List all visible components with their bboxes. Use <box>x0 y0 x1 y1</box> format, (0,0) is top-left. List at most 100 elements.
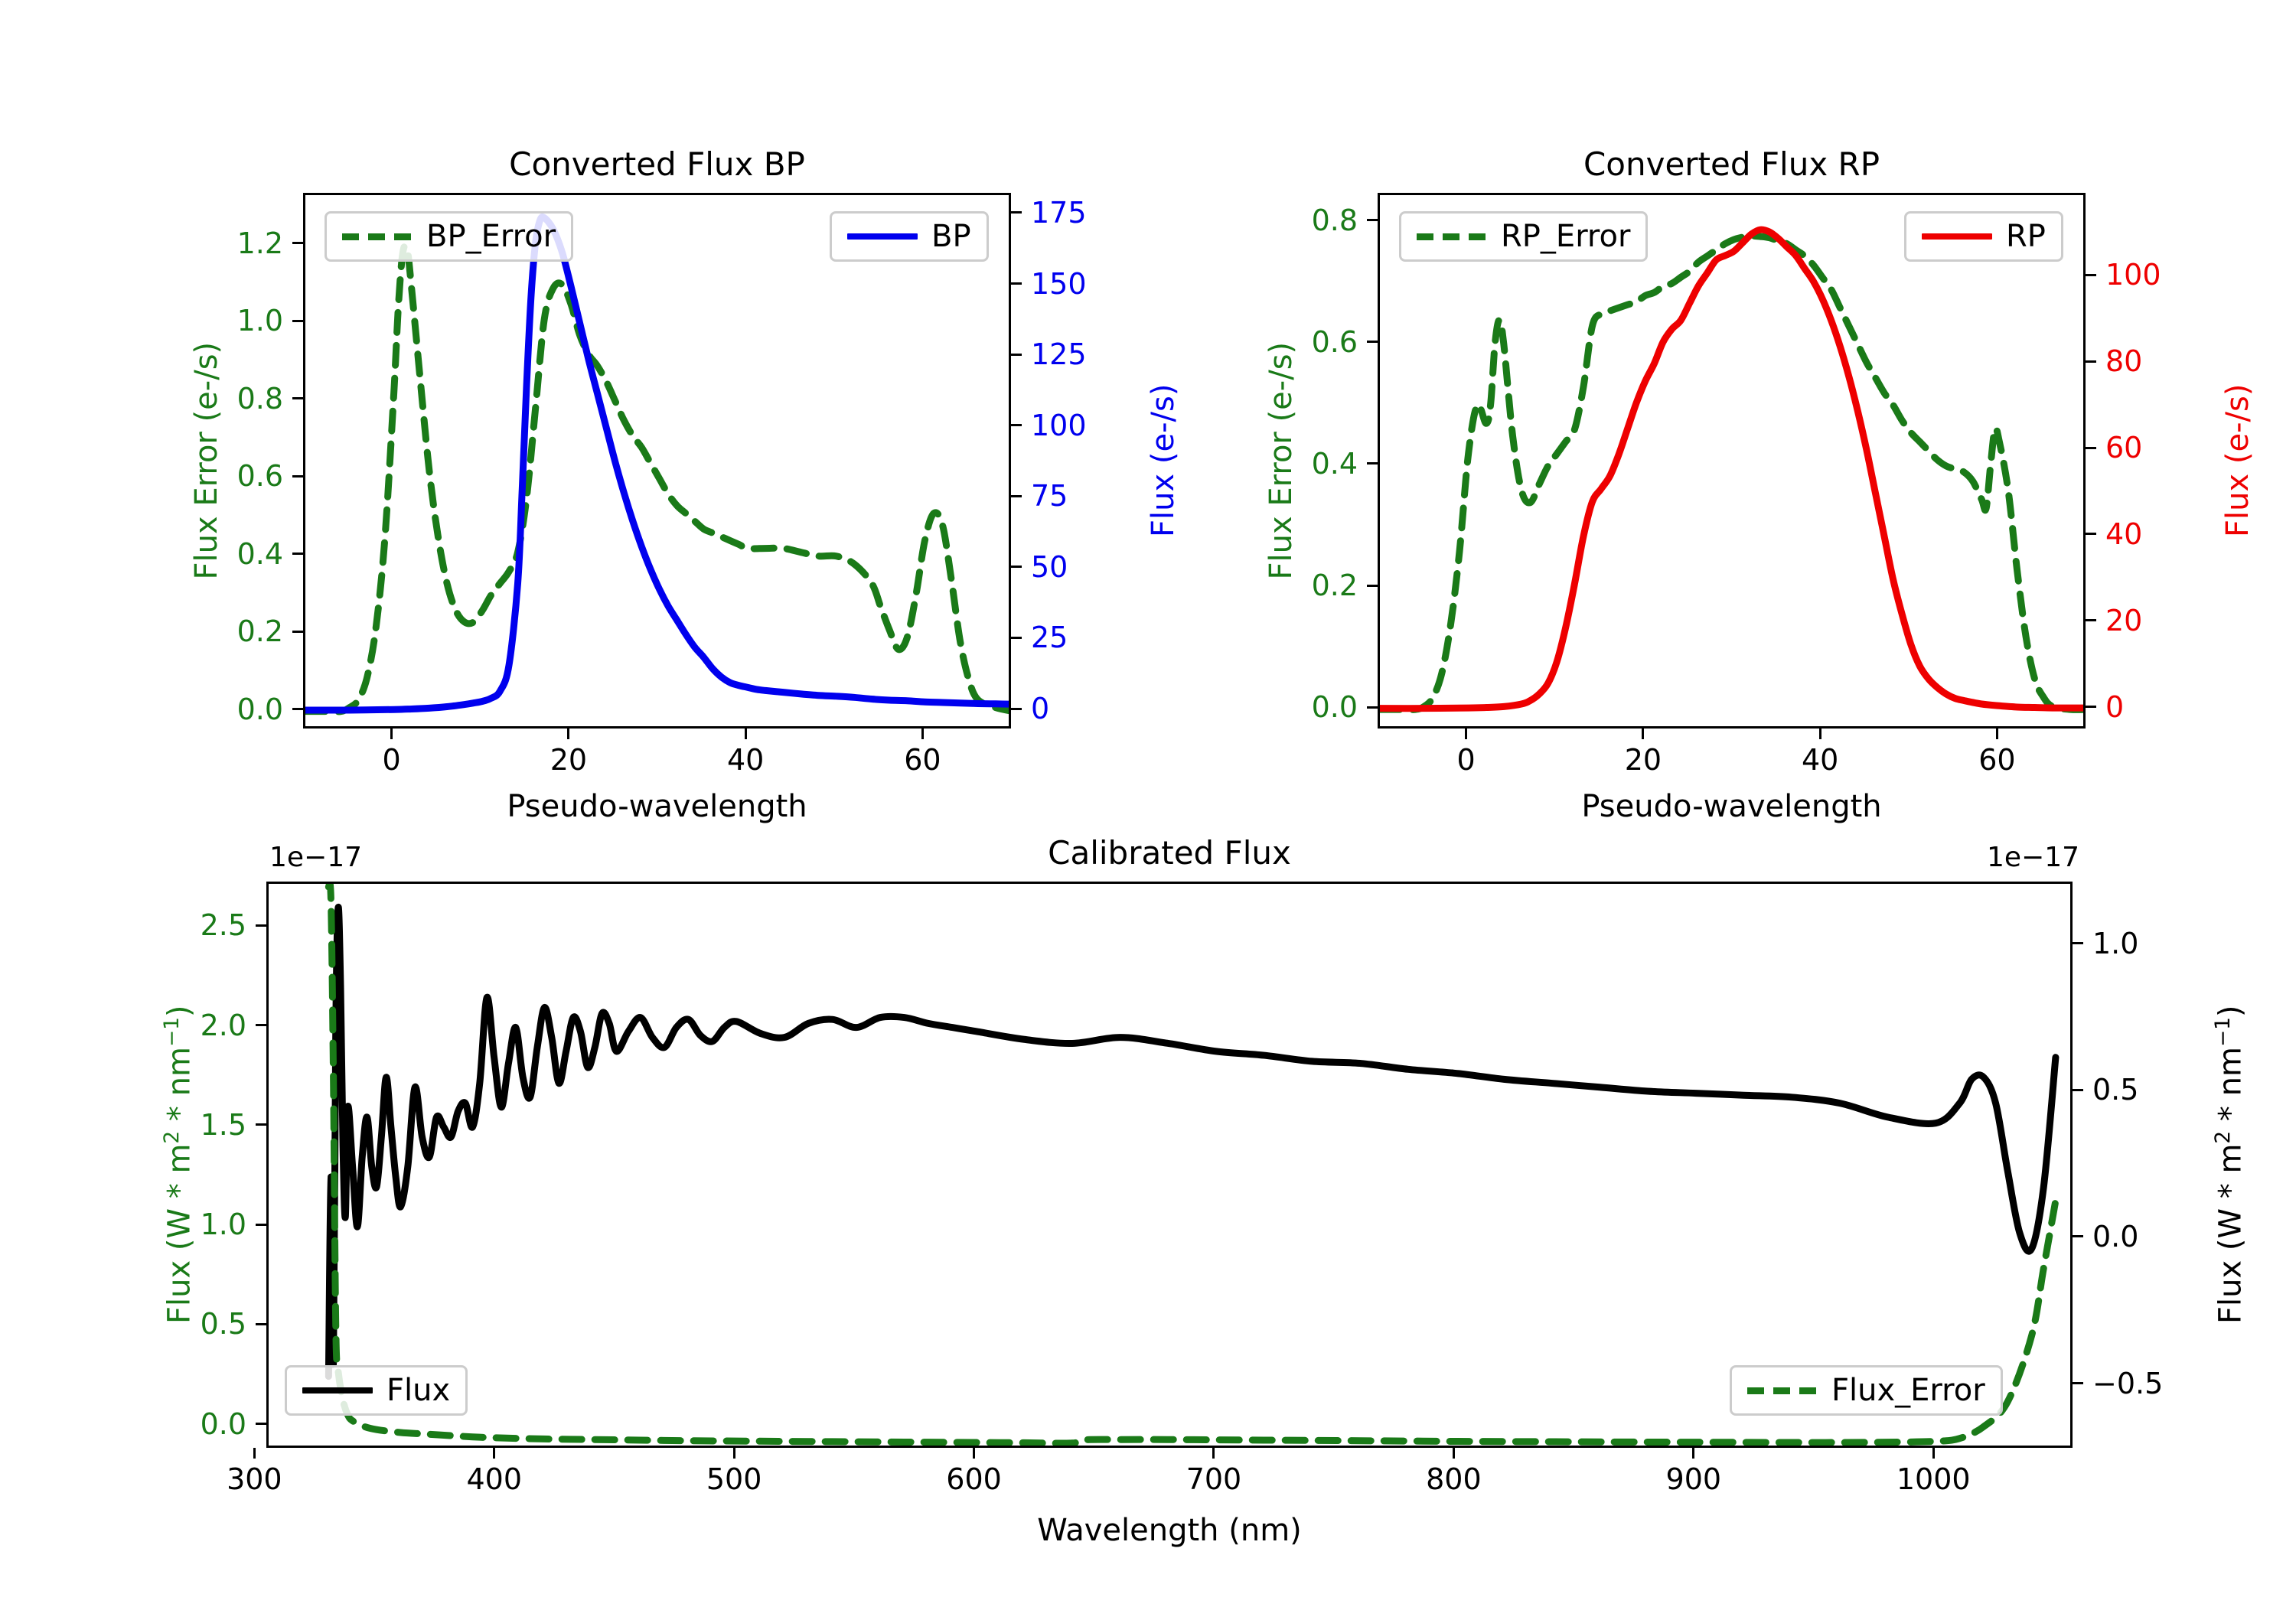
ticklabel-calibrated-left-0: 0.0 <box>200 1407 246 1441</box>
ticklabel-calibrated-left-3: 1.5 <box>200 1107 246 1142</box>
legend-swatch-rp <box>1922 233 1992 240</box>
ticklabel-rp-left-1: 0.2 <box>1311 569 1358 603</box>
legend-label-bp-error: BP_Error <box>426 219 556 254</box>
ticklabel-bp-left-4: 0.8 <box>236 381 283 416</box>
plot-area-rp <box>1380 226 2083 713</box>
ticklabel-bp-right-6: 150 <box>1031 266 1087 301</box>
ticklabel-rp-right-3: 60 <box>2105 431 2143 465</box>
ticklabel-bp-left-6: 1.2 <box>236 226 283 260</box>
ticklabel-calibrated-x-5: 800 <box>1426 1462 1482 1496</box>
yaxis-title-calibrated-right-sup2: −1 <box>2211 1017 2235 1048</box>
ticklabel-bp-left-1: 0.2 <box>236 614 283 649</box>
tick-bp-right-5 <box>1011 353 1022 356</box>
legend-calibrated-flux-error[interactable]: Flux_Error <box>1730 1365 2003 1416</box>
tick-bp-right-0 <box>1011 707 1022 710</box>
tick-calibrated-x-0 <box>253 1448 256 1459</box>
ticklabel-calibrated-right-1: 0.0 <box>2092 1219 2139 1253</box>
tick-rp-x-3 <box>1995 729 1998 739</box>
tick-calibrated-left-0 <box>256 1423 266 1426</box>
tick-bp-x-1 <box>567 729 570 739</box>
tick-calibrated-x-2 <box>732 1448 735 1459</box>
ticklabel-bp-right-3: 75 <box>1031 479 1068 513</box>
yaxis-title-calibrated-left-sup2: −1 <box>160 1017 184 1048</box>
ticklabel-calibrated-x-2: 500 <box>706 1462 762 1496</box>
legend-bp[interactable]: BP <box>830 211 989 262</box>
ticklabel-rp-left-0: 0.0 <box>1311 690 1358 725</box>
tick-calibrated-x-4 <box>1212 1448 1215 1459</box>
tick-bp-left-5 <box>292 319 303 322</box>
legend-label-rp: RP <box>2006 219 2046 254</box>
tick-bp-right-4 <box>1011 424 1022 427</box>
ticklabel-bp-x-3: 60 <box>904 743 941 777</box>
tick-rp-x-2 <box>1818 729 1821 739</box>
ticklabel-rp-x-2: 40 <box>1801 743 1839 777</box>
legend-rp[interactable]: RP <box>1904 211 2063 262</box>
legend-calibrated-flux[interactable]: Flux <box>285 1365 468 1416</box>
ticklabel-rp-right-1: 20 <box>2105 603 2143 637</box>
ticklabel-rp-x-0: 0 <box>1456 743 1476 777</box>
ticklabel-calibrated-right-2: 0.5 <box>2092 1073 2139 1107</box>
ticklabel-bp-x-2: 40 <box>726 743 765 777</box>
panel-title-bp: Converted Flux BP <box>509 145 805 183</box>
ticklabel-bp-right-7: 175 <box>1031 195 1087 230</box>
tick-rp-right-1 <box>2086 619 2096 622</box>
ticklabel-bp-left-0: 0.0 <box>236 692 283 726</box>
legend-rp-error[interactable]: RP_Error <box>1399 211 1649 262</box>
yaxis-title-calibrated-left-sup1: 2 <box>160 1130 184 1144</box>
tick-calibrated-left-2 <box>256 1223 266 1226</box>
legend-swatch-rp-error <box>1417 233 1487 240</box>
ticklabel-rp-left-4: 0.8 <box>1311 203 1358 237</box>
ticklabel-bp-right-1: 25 <box>1031 621 1068 655</box>
legend-swatch-bp <box>847 233 918 240</box>
tick-rp-right-5 <box>2086 273 2096 276</box>
tick-calibrated-left-5 <box>256 924 266 927</box>
tick-calibrated-right-1 <box>2073 1235 2083 1238</box>
ticklabel-rp-x-3: 60 <box>1978 743 2016 777</box>
yaxis-title-calibrated-left-pre: Flux (W * m <box>161 1143 197 1324</box>
series-bp <box>305 214 1009 714</box>
tick-rp-right-3 <box>2086 446 2096 449</box>
ticklabel-rp-left-2: 0.4 <box>1311 446 1358 481</box>
tick-bp-left-1 <box>292 630 303 633</box>
ticklabel-rp-x-1: 20 <box>1624 743 1662 777</box>
offset-calibrated-left: 1e−17 <box>269 842 363 873</box>
ticklabel-calibrated-left-1: 0.5 <box>200 1307 246 1341</box>
panel-title-rp: Converted Flux RP <box>1583 145 1880 183</box>
series-bp-error <box>305 242 1009 715</box>
tick-calibrated-left-4 <box>256 1024 266 1027</box>
ticklabel-calibrated-right-3: 1.0 <box>2092 926 2139 960</box>
tick-bp-right-6 <box>1011 282 1022 285</box>
tick-calibrated-right-2 <box>2073 1088 2083 1091</box>
legend-label-flux: Flux <box>386 1373 451 1408</box>
tick-bp-x-3 <box>921 729 924 739</box>
yaxis-title-calibrated-left-mid: * nm <box>161 1047 197 1131</box>
yaxis-title-calibrated-right-sup1: 2 <box>2211 1130 2235 1144</box>
ticklabel-calibrated-x-1: 400 <box>466 1462 522 1496</box>
tick-calibrated-right-3 <box>2073 942 2083 945</box>
ticklabel-calibrated-left-2: 1.0 <box>200 1208 246 1242</box>
axes-calibrated <box>266 882 2073 1448</box>
yaxis-title-calibrated-left: Flux (W * m2 * nm−1) <box>160 1005 197 1324</box>
tick-bp-left-4 <box>292 397 303 400</box>
yaxis-title-calibrated-left-post: ) <box>161 1005 197 1018</box>
tick-rp-x-1 <box>1642 729 1645 739</box>
ticklabel-rp-left-3: 0.6 <box>1311 324 1358 359</box>
tick-calibrated-right-0 <box>2073 1382 2083 1385</box>
tick-rp-left-0 <box>1367 706 1378 709</box>
tick-bp-x-0 <box>390 729 393 739</box>
ticklabel-calibrated-x-4: 700 <box>1186 1462 1242 1496</box>
ticklabel-calibrated-left-4: 2.0 <box>200 1008 246 1042</box>
tick-bp-right-1 <box>1011 636 1022 639</box>
ticklabel-calibrated-x-3: 600 <box>946 1462 1002 1496</box>
tick-rp-left-4 <box>1367 219 1378 222</box>
legend-swatch-flux <box>302 1387 373 1393</box>
tick-rp-x-0 <box>1465 729 1468 739</box>
ticklabel-bp-right-0: 0 <box>1031 692 1050 726</box>
tick-calibrated-left-1 <box>256 1322 266 1325</box>
tick-rp-left-3 <box>1367 341 1378 344</box>
legend-bp-error[interactable]: BP_Error <box>325 211 574 262</box>
legend-swatch-bp-error <box>342 233 413 240</box>
